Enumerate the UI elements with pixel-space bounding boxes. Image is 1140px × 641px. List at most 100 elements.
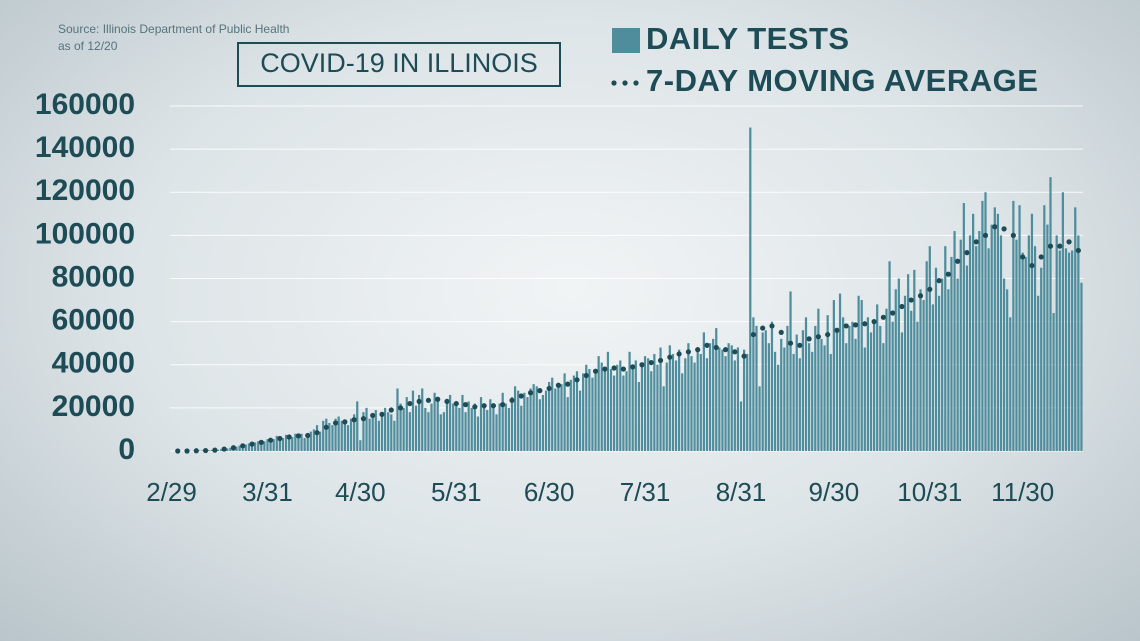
bar xyxy=(1058,250,1061,451)
bar xyxy=(300,433,303,451)
bar xyxy=(999,235,1003,451)
average-dot xyxy=(583,372,589,379)
average-dot xyxy=(472,404,478,410)
average-dot xyxy=(500,402,506,408)
bar xyxy=(789,291,792,451)
average-dot xyxy=(323,424,329,430)
bar xyxy=(761,332,764,451)
average-dot xyxy=(425,397,432,403)
average-dot xyxy=(546,385,552,392)
bar xyxy=(1046,224,1049,451)
average-dot xyxy=(574,377,580,383)
bar xyxy=(699,353,702,451)
bar xyxy=(523,392,526,451)
bar xyxy=(876,304,879,451)
legend-dot xyxy=(633,80,639,86)
legend-dot xyxy=(611,80,617,86)
bar xyxy=(712,338,715,451)
bar xyxy=(1043,205,1046,451)
y-tick-label: 20000 xyxy=(52,390,135,423)
bar xyxy=(616,364,619,451)
bar xyxy=(919,289,922,451)
bar xyxy=(365,407,368,451)
bar xyxy=(953,231,956,451)
bar xyxy=(1064,248,1068,451)
bar xyxy=(640,364,644,451)
average-dot xyxy=(695,347,701,353)
bar xyxy=(1071,250,1074,451)
bar xyxy=(201,450,204,451)
average-dot xyxy=(379,411,385,417)
bar xyxy=(520,405,523,451)
bar xyxy=(1009,317,1012,451)
bar xyxy=(653,353,656,451)
average-dot xyxy=(676,351,682,357)
bar xyxy=(374,410,377,451)
bar xyxy=(526,397,529,451)
bar xyxy=(885,308,888,451)
bar xyxy=(715,328,718,451)
bar xyxy=(755,325,758,451)
bar xyxy=(575,371,579,451)
bar xyxy=(551,377,554,451)
bar xyxy=(238,445,241,451)
bar xyxy=(804,317,808,451)
bar xyxy=(479,397,483,451)
bar xyxy=(291,436,294,451)
bar xyxy=(483,403,486,451)
bar xyxy=(690,356,693,451)
bar xyxy=(452,403,455,451)
bar xyxy=(510,397,514,451)
average-dot xyxy=(713,344,719,351)
legend-label: 7-DAY MOVING AVERAGE xyxy=(646,63,1038,98)
bar xyxy=(328,422,331,451)
title-box xyxy=(237,42,561,87)
bar xyxy=(814,325,817,451)
average-dot xyxy=(862,321,868,327)
bar xyxy=(742,349,746,451)
average-dot xyxy=(1038,254,1044,260)
bar xyxy=(588,369,591,451)
y-tick-label: 100000 xyxy=(35,217,135,250)
average-dot xyxy=(184,448,190,454)
average-dot xyxy=(1066,239,1072,245)
bar xyxy=(535,386,538,451)
average-dot xyxy=(490,403,497,409)
average-dot xyxy=(202,447,209,454)
bar xyxy=(975,246,978,451)
bar xyxy=(260,440,263,451)
bar xyxy=(464,412,467,451)
average-dot xyxy=(750,331,756,338)
bar xyxy=(739,401,743,451)
average-dot xyxy=(435,396,441,402)
bar xyxy=(606,351,610,451)
bar xyxy=(1080,282,1083,451)
bar xyxy=(585,364,588,451)
bar xyxy=(309,431,312,451)
average-dot xyxy=(258,439,264,445)
average-dot xyxy=(964,250,970,256)
bar xyxy=(356,401,359,451)
average-dot xyxy=(360,416,367,422)
average-dot xyxy=(249,441,255,447)
bar xyxy=(517,390,520,451)
bar xyxy=(770,321,774,451)
bar xyxy=(941,278,944,451)
bar xyxy=(724,356,727,451)
average-dot xyxy=(481,403,487,409)
average-dot xyxy=(769,323,775,329)
bar xyxy=(925,261,928,451)
bar xyxy=(303,438,306,451)
bar xyxy=(656,364,659,451)
bar xyxy=(894,289,897,451)
bar xyxy=(467,401,470,451)
bar xyxy=(659,347,662,451)
bar xyxy=(1049,177,1052,451)
bar xyxy=(455,405,458,451)
bar xyxy=(597,356,600,451)
average-dot xyxy=(527,390,534,396)
bar xyxy=(820,338,823,451)
bar xyxy=(625,371,628,451)
average-dot xyxy=(1047,243,1054,249)
